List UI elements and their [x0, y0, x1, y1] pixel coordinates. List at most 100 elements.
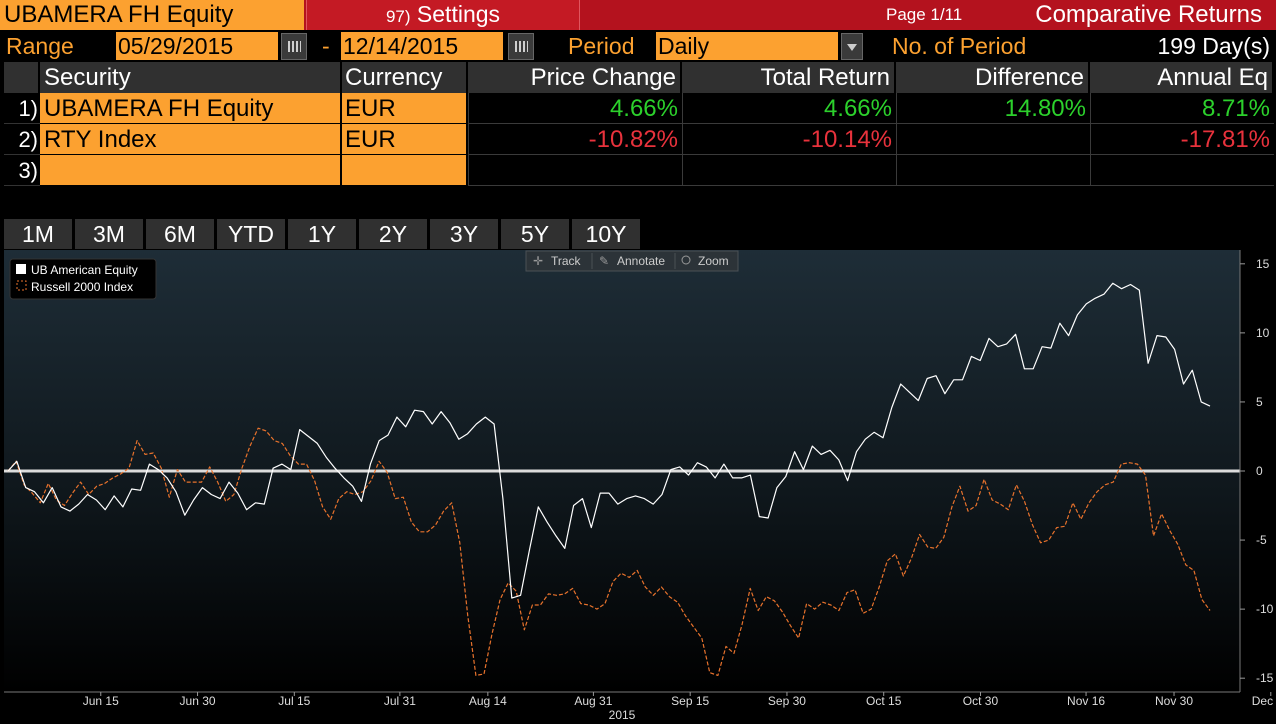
chevron-down-icon[interactable] [841, 33, 863, 60]
range-label: Range [6, 33, 74, 59]
tab-3y[interactable]: 3Y [430, 219, 498, 249]
x-tick-label: Sep 30 [768, 694, 806, 708]
returns-chart[interactable]: 15 10 5 0 -5 -10 -15 Jun 15 Jun 30 Jul 15 Jul 31 A… [4, 250, 1276, 724]
range-controls: Range 05/29/2015 - 12/14/2015 Period Dai… [0, 30, 1276, 62]
tab-3m[interactable]: 3M [75, 219, 143, 249]
price-change-value: -10.82% [468, 124, 682, 155]
table-header: Security Currency Price Change Total Ret… [4, 62, 1274, 93]
y-tick-label: -10 [1256, 602, 1274, 616]
annual-eq-value: 8.71% [1090, 93, 1274, 124]
tab-ytd[interactable]: YTD [217, 219, 285, 249]
y-tick-label: 5 [1256, 395, 1263, 409]
y-tick-label: 0 [1256, 464, 1263, 478]
difference-value [896, 155, 1090, 186]
table-row[interactable]: 1) UBAMERA FH Equity EUR 4.66% 4.66% 14.… [4, 93, 1274, 124]
legend: UB American Equity Russell 2000 Index [9, 258, 157, 300]
tab-1y[interactable]: 1Y [288, 219, 356, 249]
x-tick-label: Jun 30 [180, 694, 216, 708]
legend-swatch-rty [16, 280, 27, 291]
x-tick-label: Nov 16 [1067, 694, 1105, 708]
x-axis: Jun 15 Jun 30 Jul 15 Jul 31 Aug 14 Aug 31 Sep … [4, 691, 1276, 708]
date-separator: - [322, 33, 330, 59]
end-calendar-icon[interactable] [508, 33, 534, 60]
row-index: 2) [4, 124, 40, 155]
total-return-header[interactable]: Total Return [682, 62, 896, 93]
price-change-value [468, 155, 682, 186]
settings-number: 97) [385, 7, 411, 26]
y-tick-label: 10 [1256, 326, 1270, 340]
annual-eq-header[interactable]: Annual Eq [1090, 62, 1274, 93]
num-period-value: 199 Day(s) [1157, 33, 1270, 59]
tab-6m[interactable]: 6M [146, 219, 214, 249]
period-label: Period [568, 33, 635, 59]
difference-header[interactable]: Difference [896, 62, 1090, 93]
securities-table: Security Currency Price Change Total Ret… [4, 62, 1274, 186]
y-tick-label: -5 [1256, 533, 1267, 547]
table-row[interactable]: 2) RTY Index EUR -10.82% -10.14% -17.81% [4, 124, 1274, 155]
settings-label: Settings [416, 1, 501, 27]
security-field[interactable]: UBAMERA FH Equity [40, 93, 342, 124]
total-return-value: 4.66% [682, 93, 896, 124]
series-lines [7, 282, 1211, 676]
num-period-label: No. of Period [892, 33, 1027, 59]
x-tick-label: Aug 31 [574, 694, 612, 708]
legend-label-ub: UB American Equity [31, 263, 138, 277]
chart-area[interactable]: 15 10 5 0 -5 -10 -15 Jun 15 Jun 30 Jul 15 Jul 31 A… [4, 250, 1276, 724]
x-tick-label: Jul 31 [384, 694, 416, 708]
legend-swatch-ub [16, 264, 26, 274]
crosshair-icon: ✛ [533, 254, 543, 268]
price-change-header[interactable]: Price Change [468, 62, 682, 93]
currency-header[interactable]: Currency [342, 62, 468, 93]
tab-2y[interactable]: 2Y [359, 219, 427, 249]
tab-5y[interactable]: 5Y [501, 219, 569, 249]
x-tick-label: Oct 15 [866, 694, 902, 708]
tab-10y[interactable]: 10Y [572, 219, 640, 249]
period-dropdown[interactable]: Daily [656, 32, 838, 60]
settings-button[interactable]: 97) Settings [306, 0, 580, 30]
x-tick-label: Sep 15 [671, 694, 709, 708]
difference-value: 14.80% [896, 93, 1090, 124]
zoom-button[interactable]: Zoom [681, 254, 729, 268]
currency-field[interactable] [342, 155, 468, 186]
currency-field[interactable]: EUR [342, 124, 468, 155]
annual-eq-value: -17.81% [1090, 124, 1274, 155]
security-field[interactable]: RTY Index [40, 124, 342, 155]
x-tick-label: Dec 15 [1252, 694, 1276, 708]
table-row[interactable]: 3) [4, 155, 1274, 186]
track-label: Track [551, 254, 582, 268]
russell-2000-line [7, 427, 1211, 676]
row-index: 1) [4, 93, 40, 124]
annotate-button[interactable]: ✎ Annotate [599, 254, 665, 268]
legend-label-rty: Russell 2000 Index [31, 280, 133, 294]
tab-1m[interactable]: 1M [4, 219, 72, 249]
y-tick-label: 15 [1256, 257, 1270, 271]
annual-eq-value [1090, 155, 1274, 186]
start-calendar-icon[interactable] [281, 33, 307, 60]
title-bar: UBAMERA FH Equity 97) Settings Page 1/11… [0, 0, 1276, 30]
x-tick-label: Jul 15 [278, 694, 310, 708]
security-field[interactable] [40, 155, 342, 186]
track-button[interactable]: ✛ Track [533, 254, 582, 268]
start-date-field[interactable]: 05/29/2015 [116, 32, 278, 60]
security-header[interactable]: Security [40, 62, 342, 93]
pencil-icon: ✎ [599, 254, 609, 268]
total-return-value [682, 155, 896, 186]
chart-toolbar: ✛ Track ✎ Annotate Zoom [525, 250, 739, 272]
x-tick-label: Aug 14 [469, 694, 507, 708]
index-header [4, 62, 40, 93]
y-tick-label: -15 [1256, 671, 1274, 685]
annotate-label: Annotate [617, 254, 665, 268]
legend-box [9, 258, 157, 300]
y-axis: 15 10 5 0 -5 -10 -15 [1239, 250, 1274, 692]
zoom-label: Zoom [698, 254, 729, 268]
magnifier-icon [681, 255, 691, 265]
total-return-value: -10.14% [682, 124, 896, 155]
ticker-field[interactable]: UBAMERA FH Equity [0, 0, 304, 30]
difference-value [896, 124, 1090, 155]
currency-field[interactable]: EUR [342, 93, 468, 124]
price-change-value: 4.66% [468, 93, 682, 124]
x-tick-label: Oct 30 [963, 694, 999, 708]
x-tick-label: Nov 30 [1155, 694, 1193, 708]
ub-american-equity-line [7, 282, 1211, 599]
end-date-field[interactable]: 12/14/2015 [341, 32, 503, 60]
